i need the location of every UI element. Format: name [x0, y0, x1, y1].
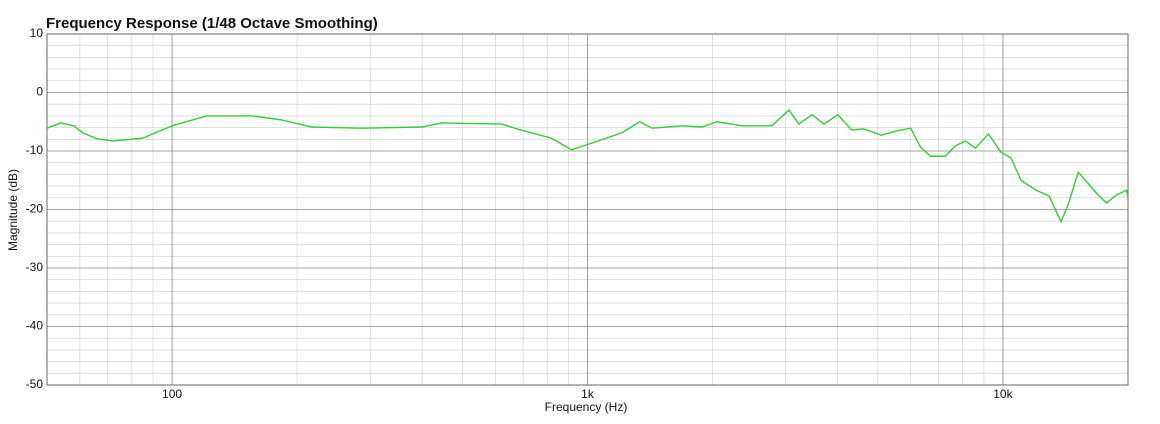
- y-tick-label: 10: [30, 26, 44, 40]
- y-axis-label: Magnitude (dB): [6, 169, 20, 251]
- y-tick-label: 0: [36, 85, 43, 99]
- y-tick-label: -30: [26, 260, 44, 274]
- x-tick-label: 10k: [993, 387, 1013, 401]
- y-tick-label: -20: [26, 202, 44, 216]
- y-tick-label: -50: [26, 377, 44, 391]
- plot-border: [46, 33, 1129, 386]
- chart-title: Frequency Response (1/48 Octave Smoothin…: [46, 15, 378, 32]
- data-line: [46, 109, 1129, 223]
- y-tick-label: -10: [26, 143, 44, 157]
- x-tick-label: 100: [162, 387, 182, 401]
- x-axis-label: Frequency (Hz): [545, 400, 628, 414]
- y-tick-label: -40: [26, 319, 44, 333]
- x-tick-label: 1k: [581, 387, 595, 401]
